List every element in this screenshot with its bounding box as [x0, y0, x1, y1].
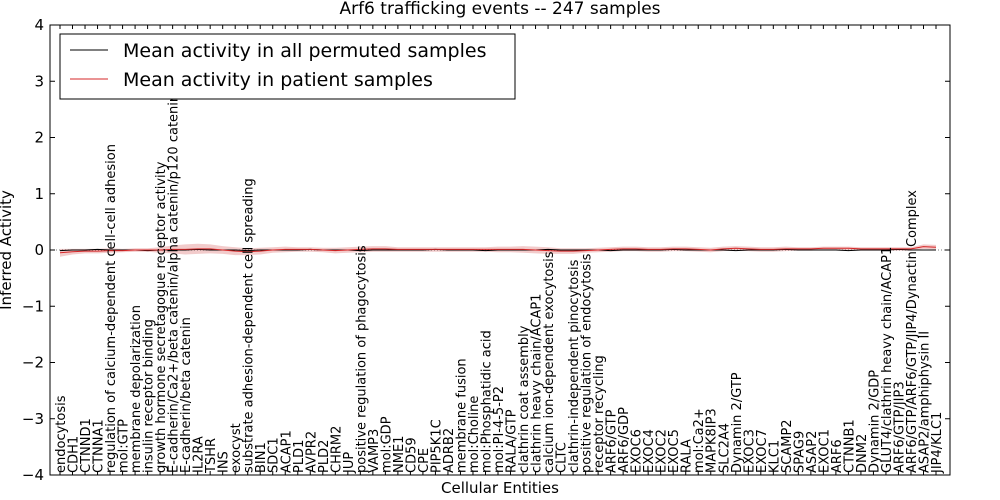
- category-label: TSHR: [204, 438, 219, 474]
- category-label: mol:Choline: [467, 396, 482, 473]
- series-lines-layer: [50, 246, 950, 254]
- category-label: E-cadherin/Ca2+/beta catenin/alpha caten…: [167, 94, 182, 473]
- y-tick-label: −2: [22, 354, 44, 372]
- category-label: EXOC5: [667, 429, 682, 473]
- category-label: RALA: [680, 439, 695, 473]
- category-label: ARF6/GTP: [605, 409, 620, 473]
- category-label: SCAMP2: [780, 419, 795, 473]
- category-label: CD59: [404, 437, 419, 473]
- category-label: SDC1: [267, 437, 282, 473]
- category-label: BIN1: [254, 442, 269, 473]
- category-label: EXOC4: [642, 429, 657, 473]
- category-label: ARF6: [830, 439, 845, 473]
- y-tick-label: −1: [22, 297, 44, 315]
- category-label: ASAP2: [805, 431, 820, 473]
- y-ticks-layer: −4 −3 −2 −1 0 1 2 3 4: [22, 16, 950, 484]
- category-label: JUP: [342, 452, 357, 474]
- category-label: positive regulation of phagocytosis: [354, 245, 369, 473]
- y-tick-label: −3: [22, 410, 44, 428]
- category-label: EXOC1: [817, 429, 832, 473]
- category-label: membrane fusion: [455, 358, 470, 473]
- y-tick-label: 3: [34, 72, 44, 90]
- category-label: positive regulation of endocytosis: [580, 253, 595, 473]
- category-label: mol:Phosphatidic acid: [480, 330, 495, 473]
- category-label: GLUT4/clathrin heavy chain/ACAP1: [880, 247, 895, 473]
- category-label: ASAP2/amphiphysin II: [918, 331, 933, 473]
- category-label: clathrin coat assembly: [517, 325, 532, 473]
- category-label: CHRM2: [329, 426, 344, 473]
- chart-title: Arf6 trafficking events -- 247 samples: [339, 0, 660, 19]
- category-label: JIP4/KLC1: [930, 412, 945, 474]
- legend-label-permuted: Mean activity in all permuted samples: [123, 40, 486, 62]
- y-axis-label: Inferred Activity: [0, 190, 15, 310]
- category-label: EXOC3: [742, 429, 757, 473]
- legend-label-patient: Mean activity in patient samples: [123, 69, 433, 91]
- category-label: SPAG9: [792, 431, 807, 473]
- category-label: CLTC: [555, 442, 570, 473]
- category-label: exocyst: [229, 423, 244, 473]
- category-label: ARF6/GTP/JIP3: [893, 381, 908, 473]
- category-label: Dynamin 2/GTP: [730, 372, 745, 473]
- series-line-patient: [59, 246, 937, 254]
- category-label: mol:GDP: [379, 416, 394, 473]
- category-label: EXOC2: [655, 429, 670, 473]
- y-tick-label: 0: [34, 241, 44, 259]
- y-tick-label: 1: [34, 185, 44, 203]
- category-label: clathrin heavy chain/ACAP1: [530, 294, 545, 473]
- category-label: CDH1: [67, 436, 82, 473]
- series-line-permuted: [59, 248, 936, 252]
- category-label: CPE: [417, 448, 432, 473]
- category-label: endocytosis: [54, 395, 69, 473]
- category-label: IL2RA: [192, 436, 207, 473]
- category-label: EXOC6: [630, 429, 645, 473]
- category-label: PIP5K1C: [429, 419, 444, 473]
- y-tick-label: 4: [34, 16, 44, 34]
- category-label: membrane depolarization: [129, 305, 144, 473]
- category-label: mol:PI-4-5-P2: [492, 386, 507, 473]
- category-label: ADRB2: [442, 428, 457, 473]
- category-label: CTNNA1: [92, 419, 107, 473]
- y-tick-label: −4: [22, 466, 44, 484]
- category-label: substrate adhesion-dependent cell spread…: [242, 178, 257, 473]
- category-label: mol:Ca2+: [692, 408, 707, 473]
- category-label: AVPR2: [304, 431, 319, 473]
- category-label: PLD2: [317, 440, 332, 473]
- category-label: growth hormone secretagogue receptor act…: [154, 161, 169, 473]
- category-label: DNM2: [855, 434, 870, 473]
- category-label: regulation of calcium-dependent cell-cel…: [104, 144, 119, 473]
- category-label: CTNNB1: [842, 419, 857, 473]
- legend: Mean activity in all permuted samples Me…: [59, 33, 516, 100]
- category-label: receptor recycling: [592, 355, 607, 473]
- category-label: E-cadherin/beta catenin: [179, 317, 194, 473]
- category-label: EXOC7: [755, 429, 770, 473]
- category-label: MAPK8IP3: [705, 408, 720, 473]
- category-label: ARF6/GDP: [617, 407, 632, 473]
- category-label: clathrin-independent pinocytosis: [567, 259, 582, 473]
- y-tick-label: 2: [34, 129, 44, 147]
- category-label: KLC1: [767, 440, 782, 473]
- category-label: insulin receptor binding: [142, 319, 157, 473]
- category-label: NME1: [392, 436, 407, 473]
- category-label: VAMP3: [367, 429, 382, 473]
- x-axis-label: Cellular Entities: [441, 479, 559, 497]
- category-label: SLC2A4: [717, 423, 732, 473]
- plot-frame: [49, 24, 951, 476]
- category-label: calcium ion-dependent exocytosis: [542, 251, 557, 473]
- category-label: mol:GTP: [117, 419, 132, 473]
- category-label: PLD1: [292, 440, 307, 473]
- category-label: CTNND1: [79, 418, 94, 473]
- category-label: RALA/GTP: [505, 409, 520, 473]
- category-label: Dynamin 2/GDP: [867, 370, 882, 473]
- category-label: ARF6/GTP/ARF6/GTP/JIP4/Dynactin Complex: [905, 190, 920, 473]
- legend-box: [59, 33, 516, 100]
- category-label: INS: [217, 451, 232, 473]
- category-label: ACAP1: [279, 430, 294, 473]
